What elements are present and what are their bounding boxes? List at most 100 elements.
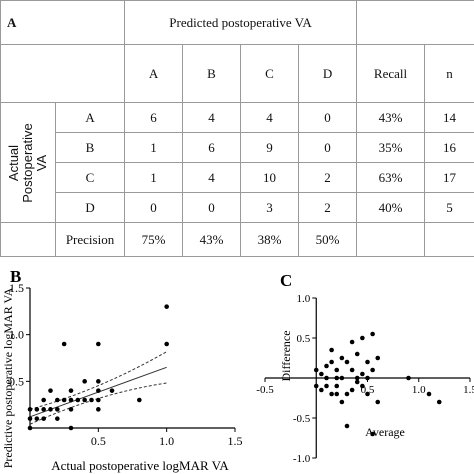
c-x-axis-label: Average — [365, 425, 405, 439]
b-point — [34, 407, 40, 412]
c-point — [329, 391, 334, 397]
c-y-tick-label: 1.0 — [297, 293, 311, 305]
b-point — [41, 416, 46, 421]
b-point — [164, 304, 169, 309]
blank-cell — [356, 222, 426, 257]
table-cell: 3 — [240, 192, 300, 223]
precision-cell: 50% — [298, 222, 358, 257]
scatter-plots: B Predictive postoperative logMAR VA Act… — [1, 267, 474, 473]
table-cell: 10 — [240, 162, 300, 193]
b-point — [82, 397, 87, 403]
c-y-tick-label: -0.5 — [293, 413, 311, 425]
actual-header-line3: VA — [34, 154, 49, 171]
table-cell: 0 — [298, 132, 358, 163]
b-point — [96, 388, 101, 393]
c-point — [339, 399, 345, 405]
c-point — [349, 387, 355, 393]
panel-c-chart: C Difference Average 1.00.5-0.5-1.0-0.5 0… — [256, 271, 474, 465]
table-cell: 16 — [424, 132, 474, 163]
b-point — [96, 341, 101, 347]
c-x-tick-label: -0.5 — [256, 384, 274, 396]
precision-cell: 43% — [182, 222, 242, 257]
c-point — [365, 359, 370, 365]
b-y-tick-label: 1.5 — [9, 281, 24, 295]
b-point — [96, 397, 101, 403]
c-point — [344, 391, 350, 397]
b-point — [55, 397, 60, 403]
b-x-axis-label: Actual postoperative logMAR VA — [51, 458, 229, 473]
row-label: D — [54, 192, 126, 223]
b-ci-upper — [29, 351, 167, 410]
blank-cell — [424, 222, 474, 257]
c-y-axis-label: Difference — [279, 330, 293, 381]
precision-cell: 38% — [240, 222, 300, 257]
c-point — [319, 387, 324, 393]
col-header: n — [424, 44, 474, 103]
table-cell: 14 — [424, 102, 474, 133]
c-point — [344, 359, 350, 365]
table-cell: 43% — [356, 102, 426, 133]
b-y-axis-label: Predictive postoperative logMAR VA — [1, 287, 15, 468]
c-point — [313, 367, 319, 373]
b-point — [41, 407, 46, 412]
table-cell: 35% — [356, 132, 426, 163]
c-point — [324, 383, 329, 389]
c-point — [360, 383, 365, 389]
c-point — [360, 335, 365, 341]
b-point — [61, 397, 67, 403]
b-point — [89, 397, 94, 403]
b-point — [61, 341, 67, 347]
b-x-tick-label: 1.5 — [228, 434, 243, 448]
table-cell: 4 — [240, 102, 300, 133]
b-point — [27, 425, 33, 431]
table-cell: 1 — [124, 132, 184, 163]
b-y-tick-label: 1.0 — [9, 328, 24, 342]
c-point — [370, 431, 375, 437]
b-x-tick-label: 1.0 — [159, 434, 174, 448]
b-point — [68, 407, 74, 412]
c-point — [354, 375, 360, 381]
c-point — [426, 391, 432, 397]
c-point — [349, 339, 355, 345]
col-header: B — [182, 44, 242, 103]
col-header: D — [298, 44, 358, 103]
c-point — [354, 351, 360, 357]
header-blank — [356, 0, 474, 45]
c-point — [329, 359, 334, 365]
b-data-points — [27, 304, 169, 431]
b-point — [55, 416, 60, 421]
b-confidence-band — [29, 351, 167, 425]
table-cell: 6 — [124, 102, 184, 133]
confusion-matrix-table: A Predicted postoperative VA A B C D Rec… — [0, 0, 474, 257]
row-label: A — [54, 102, 126, 133]
row-label: B — [54, 132, 126, 163]
b-point — [68, 425, 74, 431]
c-point — [313, 383, 319, 389]
c-point — [375, 399, 381, 405]
c-point — [370, 331, 375, 337]
c-point — [324, 375, 329, 381]
c-point — [365, 391, 370, 397]
table-cell: 6 — [182, 132, 242, 163]
b-point — [48, 407, 53, 412]
b-point — [68, 388, 74, 393]
b-axes: 0.5 1.0 1.5 0.5 1.0 1.5 — [9, 281, 243, 448]
b-ci-lower — [29, 382, 167, 425]
c-point — [319, 371, 324, 377]
panel-b-chart: B Predictive postoperative logMAR VA Act… — [1, 267, 243, 473]
b-point — [34, 416, 40, 421]
panel-c-label: C — [280, 271, 292, 290]
col-header: A — [124, 44, 184, 103]
col-header: C — [240, 44, 300, 103]
c-point — [375, 355, 381, 361]
c-point — [360, 371, 365, 377]
c-data-points — [313, 331, 442, 437]
b-point — [96, 407, 101, 412]
b-point — [48, 388, 53, 393]
c-point — [406, 375, 411, 381]
c-point — [339, 355, 345, 361]
b-point — [96, 379, 101, 384]
b-point — [164, 341, 169, 347]
table-cell: 2 — [298, 162, 358, 193]
c-point — [370, 367, 375, 373]
